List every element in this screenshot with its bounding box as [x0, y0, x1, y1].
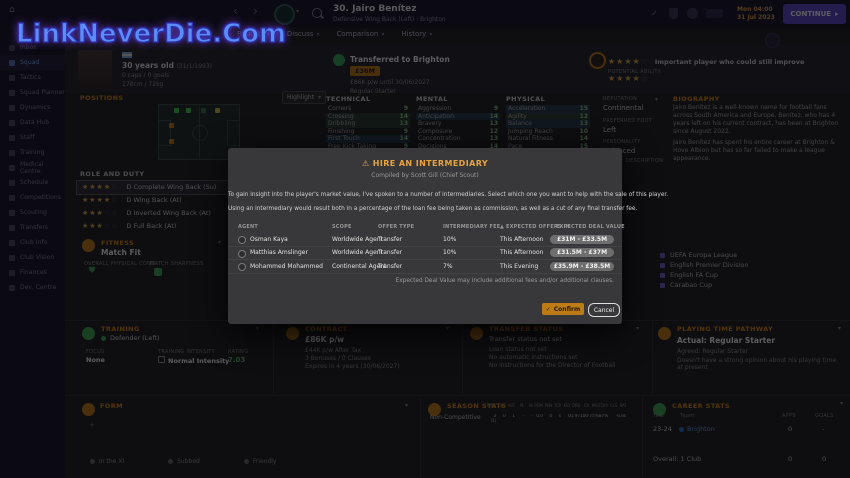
- expected-deal-value-badge: £31.5M - £37M: [550, 248, 614, 257]
- agent-name: Matthias Amslinger: [250, 249, 308, 256]
- radio-button[interactable]: [238, 236, 246, 244]
- agent-scope: Continental Agent: [332, 262, 387, 270]
- offer-type: Transfer: [378, 249, 403, 256]
- radio-button[interactable]: [238, 249, 246, 258]
- expected-offers-in: This Afternoon: [500, 249, 544, 256]
- intermediary-row[interactable]: Mohammed Mohammed Continental Agent Tran…: [228, 260, 622, 274]
- col-agent[interactable]: AGENT: [238, 224, 258, 230]
- agent-scope: Worldwide Agent: [332, 249, 383, 256]
- warning-icon: ⚠: [361, 159, 370, 168]
- intermediary-fee: 7%: [443, 262, 453, 270]
- modal-paragraph-2: Using an intermediary would result both …: [228, 206, 638, 212]
- cancel-button[interactable]: Cancel: [588, 303, 620, 317]
- watermark: LinkNeverDie.Com: [15, 18, 287, 49]
- modal-compiled-by: Compiled by Scott Gill (Chief Scout): [371, 172, 479, 179]
- expected-offers-in: This Evening: [500, 262, 539, 270]
- col-intermediary-fee[interactable]: INTERMEDIARY FEE: [443, 224, 501, 230]
- confirm-button[interactable]: ✓ Confirm: [542, 303, 584, 315]
- intermediary-table: Osman Kaya Worldwide Agent Transfer 10% …: [228, 233, 622, 274]
- modal-paragraph-1: To gain insight into the player's market…: [228, 192, 669, 198]
- col-expected-offers-in[interactable]: ▲ EXPECTED OFFERS IN: [500, 224, 571, 230]
- deal-value-note: Expected Deal Value may include addition…: [395, 278, 614, 284]
- hire-intermediary-modal: ⚠ HIRE AN INTERMEDIARY Compiled by Scott…: [228, 148, 669, 324]
- intermediary-row[interactable]: Matthias Amslinger Worldwide Agent Trans…: [228, 247, 622, 260]
- expected-deal-value-badge: £35.9M - £38.5M: [550, 261, 614, 271]
- radio-button[interactable]: [238, 263, 246, 271]
- offer-type: Transfer: [378, 262, 403, 270]
- agent-name: Mohammed Mohammed: [250, 262, 323, 270]
- intermediary-fee: 10%: [443, 235, 457, 243]
- offer-type: Transfer: [378, 235, 403, 243]
- expected-offers-in: This Afternoon: [500, 235, 544, 243]
- expected-deal-value-badge: £31M - £33.5M: [550, 234, 614, 244]
- check-icon: ✓: [545, 305, 551, 313]
- agent-name: Osman Kaya: [250, 235, 288, 243]
- col-expected-deal-value[interactable]: EXPECTED DEAL VALUE: [556, 224, 625, 230]
- col-scope[interactable]: SCOPE: [332, 224, 352, 230]
- agent-scope: Worldwide Agent: [332, 235, 383, 243]
- intermediary-fee: 10%: [443, 249, 457, 256]
- intermediary-row[interactable]: Osman Kaya Worldwide Agent Transfer 10% …: [228, 233, 622, 247]
- modal-title: ⚠ HIRE AN INTERMEDIARY: [361, 159, 489, 168]
- col-offer-type[interactable]: OFFER TYPE: [378, 224, 415, 230]
